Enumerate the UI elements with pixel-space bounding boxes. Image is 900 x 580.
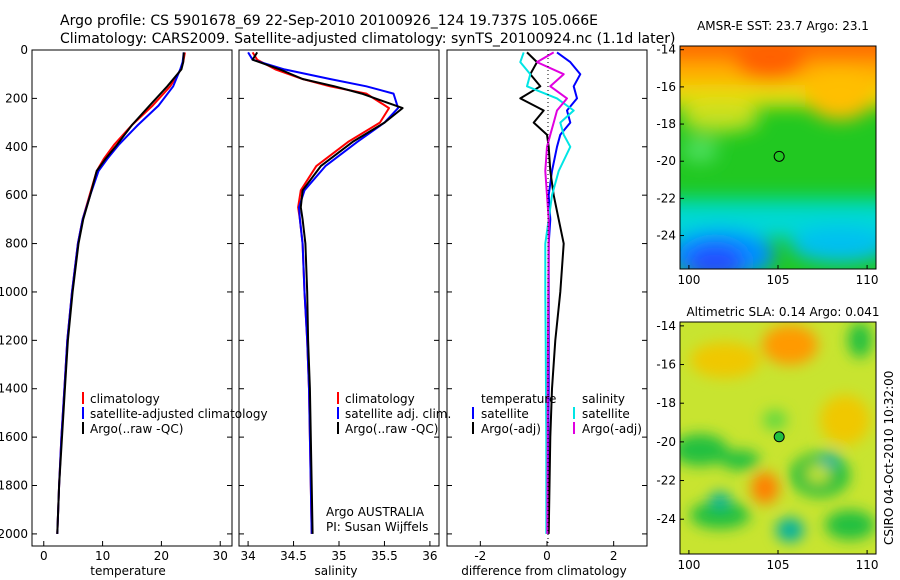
map-y-tick-label: -16	[656, 80, 676, 94]
map-x-tick-label: 100	[677, 558, 700, 572]
map-y-tick-label: -22	[656, 474, 676, 488]
map-y-tick-label: -14	[656, 43, 676, 57]
salinity-axis-label: salinity	[314, 564, 357, 578]
map-y-tick-label: -24	[656, 229, 676, 243]
map-y-tick-label: -20	[656, 154, 676, 168]
map-x-tick-label: 110	[856, 558, 879, 572]
y-tick-label: 600	[5, 188, 28, 202]
map-y-tick-label: -22	[656, 191, 676, 205]
y-tick-label: 1800	[0, 479, 28, 493]
map-y-tick-label: -16	[656, 358, 676, 372]
map-y-tick-label: -14	[656, 319, 676, 333]
x-tick-label: 35.5	[371, 549, 398, 563]
x-tick-label: 2	[610, 549, 618, 563]
x-tick-label: -2	[474, 549, 486, 563]
map-x-tick-label: 110	[856, 273, 879, 287]
x-tick-label: 20	[154, 549, 169, 563]
sla-map-title: Altimetric SLA: 0.14 Argo: 0.041	[686, 305, 879, 319]
salinity-plot: 34 34.5 35 35.5 36	[239, 49, 439, 563]
legend-label-argo: Argo(..raw -QC)	[90, 422, 183, 436]
legend-label-temp-satellite: satellite	[481, 407, 529, 421]
salinity-panel-frame	[238, 49, 440, 547]
series-line-salinity-satellite	[519, 52, 575, 534]
legend-label-temp-argo: Argo(-adj)	[481, 422, 541, 436]
temperature-legend: climatology satellite-adjusted climatolo…	[82, 392, 268, 436]
sla-map-field	[680, 322, 876, 554]
map-y-tick-label: -20	[656, 435, 676, 449]
map-x-tick-label: 100	[677, 273, 700, 287]
map-y-tick-label: -18	[656, 117, 676, 131]
y-tick-label: 1600	[0, 430, 28, 444]
float-owner-label: Argo AUSTRALIA	[326, 505, 425, 519]
argo-float-position-marker	[773, 431, 785, 443]
legend-label-satellite: satellite adj. clim.	[345, 407, 451, 421]
series-line-argo	[56, 52, 185, 534]
map-y-tick-label: -24	[656, 512, 676, 526]
x-tick-label: 35	[331, 549, 346, 563]
x-tick-label: 36	[422, 549, 437, 563]
y-tick-label: 0	[20, 43, 28, 57]
y-tick-label: 1000	[0, 285, 28, 299]
legend-label-climatology: climatology	[345, 392, 415, 406]
temperature-plot: 0 10 20 30 0 200 400 600 800 1000 1200 1400 1600 1800…	[0, 43, 232, 563]
legend-label-argo: Argo(..raw -QC)	[345, 422, 438, 436]
sst-map-axes: 100 105 110 -14 -16 -18 -20 -22 -24	[656, 43, 878, 287]
map-x-tick-label: 105	[767, 273, 790, 287]
x-tick-label: 34	[240, 549, 255, 563]
difference-legend: temperature satellite Argo(-adj) salinit…	[472, 392, 642, 436]
series-line-salinity-argo	[536, 51, 568, 534]
legend-label-climatology: climatology	[90, 392, 160, 406]
principal-investigator-label: PI: Susan Wijffels	[326, 520, 428, 534]
x-tick-label: 34.5	[280, 549, 307, 563]
salinity-legend: climatology satellite adj. clim. Argo(..…	[326, 392, 451, 534]
figure-title-line2: Climatology: CARS2009. Satellite-adjuste…	[60, 31, 675, 47]
x-tick-label: 0	[40, 549, 48, 563]
x-tick-label: 0	[543, 549, 551, 563]
difference-plot: -2 0 2	[447, 49, 647, 563]
y-tick-label: 1400	[0, 382, 28, 396]
legend-title-temperature: temperature	[481, 392, 556, 406]
map-x-tick-label: 105	[767, 558, 790, 572]
sst-map-field	[680, 46, 876, 269]
x-tick-label: 10	[95, 549, 110, 563]
y-tick-label: 800	[5, 237, 28, 251]
legend-label-sal-satellite: satellite	[582, 407, 630, 421]
series-line-argo	[251, 51, 404, 534]
x-tick-label: 30	[213, 549, 228, 563]
argo-float-position-marker	[773, 150, 785, 162]
legend-title-salinity: salinity	[582, 392, 625, 406]
legend-label-satellite: satellite-adjusted climatology	[90, 407, 268, 421]
figure-title-line1: Argo profile: CS 5901678_69 22-Sep-2010 …	[60, 13, 598, 29]
sla-map-axes: 100 105 110 -14 -16 -18 -20 -22 -24	[656, 319, 878, 572]
credit-timestamp: CSIRO 04-Oct-2010 10:32:00	[882, 371, 896, 545]
difference-axis-label: difference from climatology	[461, 564, 627, 578]
temperature-panel-frame	[31, 49, 233, 547]
legend-label-sal-argo: Argo(-adj)	[582, 422, 642, 436]
y-tick-label: 1200	[0, 333, 28, 347]
y-tick-label: 2000	[0, 527, 28, 541]
sst-map-title: AMSR-E SST: 23.7 Argo: 23.1	[697, 19, 869, 33]
map-y-tick-label: -18	[656, 396, 676, 410]
temperature-axis-label: temperature	[90, 564, 165, 578]
series-line-temperature-argo	[519, 51, 565, 534]
y-tick-label: 200	[5, 91, 28, 105]
y-tick-label: 400	[5, 140, 28, 154]
